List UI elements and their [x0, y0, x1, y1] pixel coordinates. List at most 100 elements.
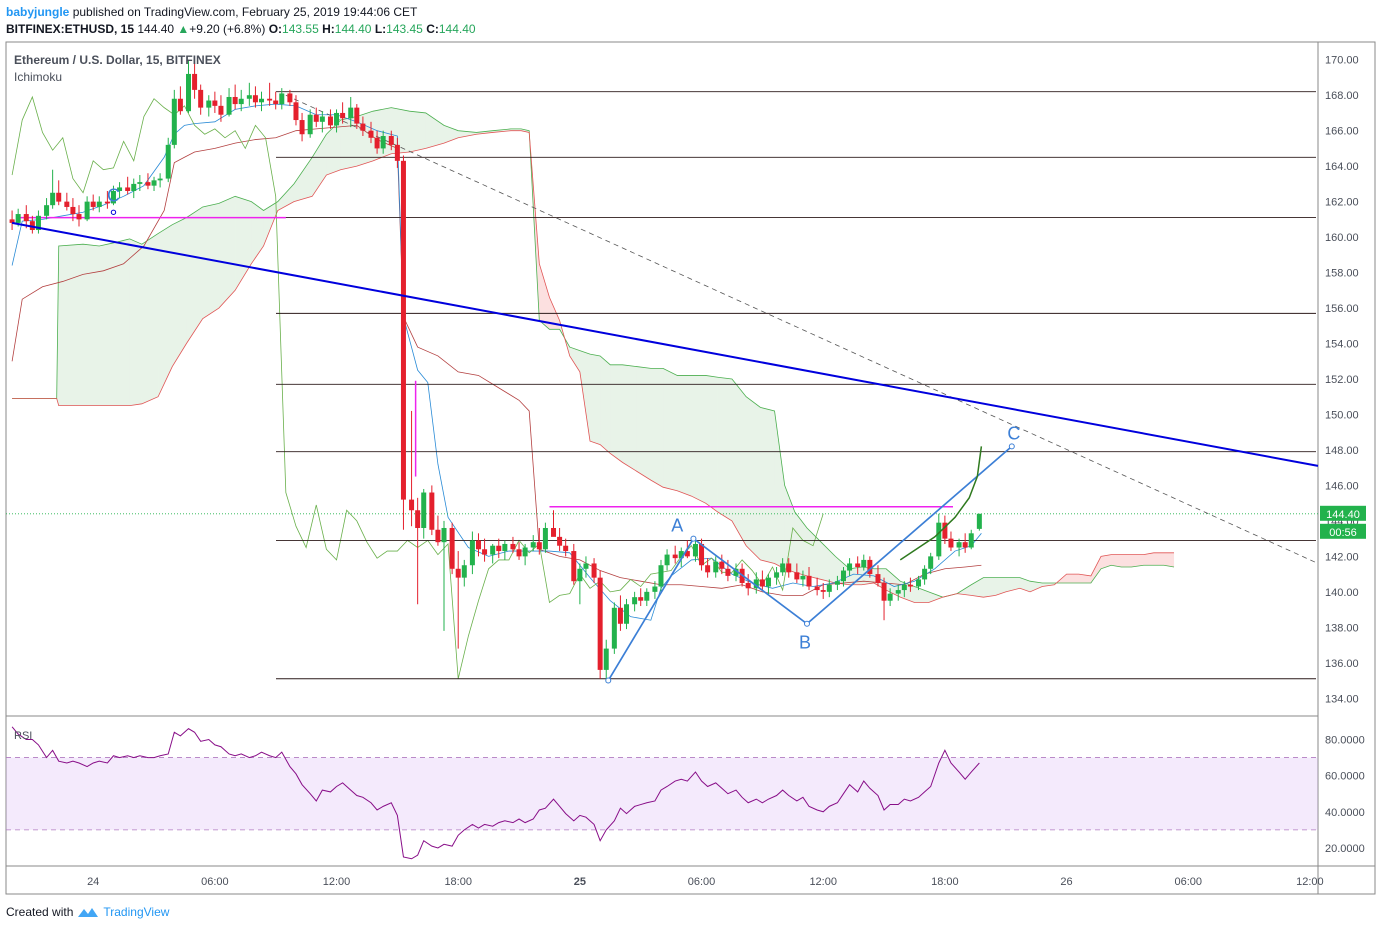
- kumo-segment: [1019, 577, 1031, 592]
- kumo-segment: [760, 407, 775, 564]
- kumo-segment: [492, 128, 511, 133]
- abc-point: [690, 535, 697, 542]
- trend-anchor-point: [110, 209, 117, 215]
- kumo-segment: [1131, 554, 1144, 568]
- candle-body: [435, 529, 441, 543]
- kumo-segment: [705, 375, 718, 513]
- candle-body: [293, 102, 299, 121]
- created-with-text: Created with: [6, 905, 74, 919]
- candle-body: [522, 547, 528, 557]
- kumo-segment: [794, 512, 807, 576]
- candle-body: [684, 551, 690, 557]
- candle-body: [313, 114, 319, 122]
- kumo-segment: [691, 375, 706, 504]
- wave-label-b: B: [799, 633, 811, 653]
- kumo-segment: [677, 375, 692, 497]
- time-tick-label: 06:00: [688, 876, 716, 888]
- candle-body: [597, 577, 603, 670]
- kumo-segment: [476, 130, 493, 135]
- kumo-segment: [717, 377, 732, 521]
- price-tick-label: 162.00: [1325, 197, 1359, 209]
- candle-body: [551, 527, 557, 537]
- kumo-segment: [1005, 577, 1020, 592]
- kumo-segment: [141, 233, 159, 404]
- candle-body: [583, 563, 589, 569]
- rsi-band: [6, 757, 1318, 830]
- candle-body: [449, 527, 455, 569]
- kumo-segment: [235, 196, 252, 291]
- published-text: published on TradingView.com, February 2…: [72, 5, 418, 19]
- senkou-span-b: [12, 130, 1175, 603]
- candle-body: [713, 561, 719, 573]
- senkou-span-a: [12, 107, 1175, 598]
- candle-body: [611, 607, 617, 649]
- time-tick-label: 12:00: [809, 876, 837, 888]
- candle-body: [415, 510, 421, 528]
- candle-body: [29, 221, 35, 231]
- candle-body: [455, 568, 461, 578]
- kumo-segment: [1101, 554, 1112, 569]
- time-tick-label: 18:00: [444, 876, 472, 888]
- countdown-badge-text: 00:56: [1329, 527, 1357, 539]
- candle-body: [307, 114, 313, 135]
- rsi-label[interactable]: RSI: [14, 730, 32, 742]
- rsi-tick-label: 60.0000: [1325, 771, 1365, 783]
- candle-body: [374, 137, 380, 149]
- candle-body: [287, 93, 293, 103]
- candle-body: [117, 187, 123, 191]
- candle-body: [780, 563, 786, 573]
- time-tick-label: 26: [1060, 876, 1072, 888]
- kumo-segment: [444, 125, 459, 144]
- time-tick-label: 24: [87, 876, 99, 888]
- author-name[interactable]: babyjungle: [6, 5, 70, 19]
- candle-body: [861, 559, 867, 568]
- time-tick-label: 12:00: [323, 876, 351, 888]
- kumo-segment: [83, 244, 100, 406]
- indicator-name[interactable]: Ichimoku: [14, 70, 62, 84]
- kumo-segment: [458, 130, 477, 138]
- candle-body: [212, 100, 218, 106]
- candle-body: [299, 120, 305, 135]
- candle-body: [907, 584, 913, 587]
- candle-body: [794, 572, 800, 580]
- kumo-segment: [622, 364, 637, 472]
- abc-point: [1008, 443, 1015, 450]
- candle-body: [56, 192, 62, 202]
- high-label: H:: [322, 22, 335, 36]
- candle-body: [421, 492, 427, 528]
- candle-body: [962, 542, 968, 548]
- candle-body: [536, 542, 542, 550]
- candle-body: [226, 96, 232, 115]
- candle-body: [765, 577, 771, 587]
- kumo-segment: [1078, 574, 1091, 583]
- kumo-segment: [1153, 552, 1164, 566]
- candle-body: [591, 563, 597, 578]
- candle-body: [145, 182, 151, 186]
- candle-body: [887, 593, 893, 601]
- kumo-segment: [928, 591, 943, 603]
- candle-body: [496, 545, 502, 552]
- kumo-segment: [983, 577, 996, 598]
- trendline: [11, 221, 1319, 467]
- candle-body: [252, 95, 258, 103]
- kumo-segment: [539, 263, 550, 330]
- candle-body: [388, 136, 394, 145]
- price-tick-label: 160.00: [1325, 232, 1359, 244]
- price-tick-label: 152.00: [1325, 374, 1359, 386]
- candle-body: [348, 107, 354, 119]
- candle-body: [198, 89, 204, 108]
- tradingview-brand[interactable]: TradingView: [103, 905, 170, 919]
- candle-body: [380, 136, 386, 149]
- wave-label-c: C: [1007, 423, 1020, 443]
- candle-body: [942, 522, 948, 539]
- candle-body: [928, 556, 934, 569]
- kumo-segment: [1030, 581, 1043, 592]
- candle-body: [400, 160, 406, 500]
- price-tick-label: 164.00: [1325, 161, 1359, 173]
- up-arrow-icon: ▲: [177, 22, 190, 36]
- price-tick-label: 158.00: [1325, 268, 1359, 280]
- candle-body: [273, 100, 279, 105]
- candle-body: [110, 190, 116, 204]
- low-label: L:: [374, 22, 387, 36]
